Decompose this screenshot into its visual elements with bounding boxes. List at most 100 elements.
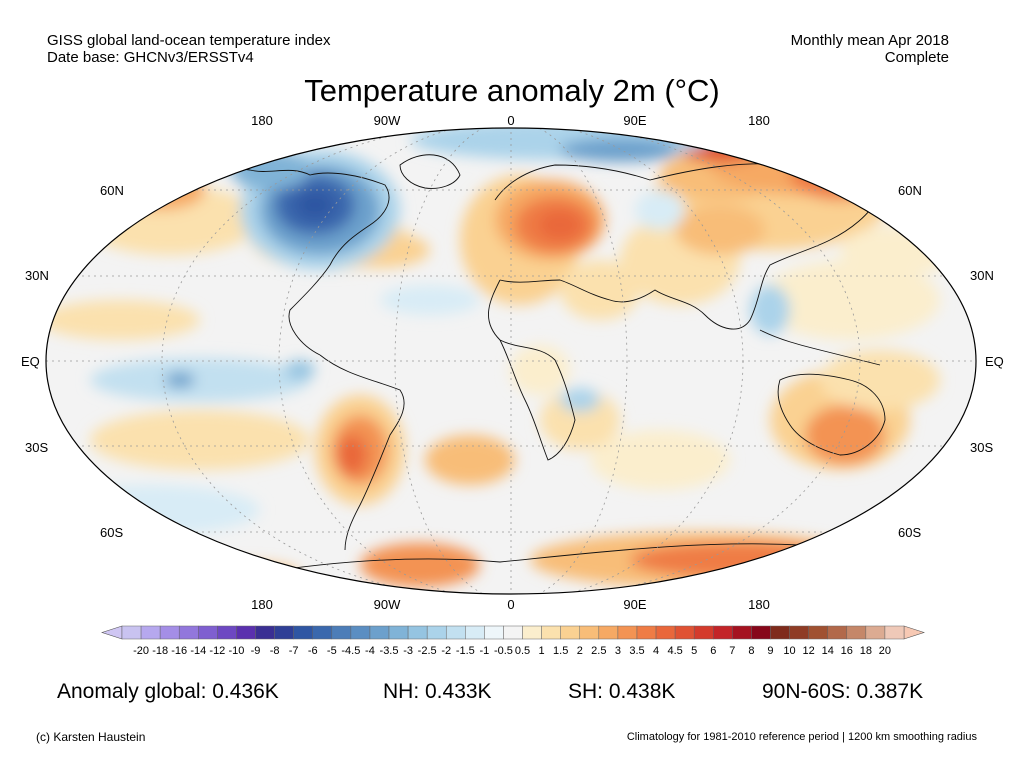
colorbar-swatch (808, 625, 828, 640)
sh-anomaly: SH: 0.438K (568, 680, 676, 703)
polar-anomaly: 90N-60S: 0.387K (762, 680, 924, 703)
lon-label-top-0: 0 (507, 113, 515, 128)
copyright: (c) Karsten Haustein (36, 730, 146, 744)
colorbar-tick-label: 7 (729, 645, 736, 657)
colorbar-tick-label: -16 (171, 645, 188, 657)
lat-label-left-60s: 60S (100, 525, 124, 540)
colorbar-swatch (693, 625, 714, 640)
colorbar-swatch (274, 625, 294, 640)
lon-label-top-90w: 90W (373, 113, 401, 128)
map-title: Temperature anomaly 2m (°C) (304, 73, 720, 108)
colorbar-tick-label: -2.5 (417, 645, 437, 657)
colorbar-tick-label: 5 (691, 645, 698, 657)
colorbar-tick-label: 16 (840, 645, 853, 657)
lat-label-right-30s: 30S (970, 440, 994, 455)
colorbar-swatch (713, 625, 733, 640)
colorbar-swatch (884, 625, 905, 640)
colorbar-tick-label: 3.5 (629, 645, 645, 657)
lat-label-right-eq: EQ (985, 354, 1004, 369)
colorbar-tick-label: -20 (133, 645, 150, 657)
colorbar-swatch (846, 625, 867, 640)
colorbar-tick-label: -18 (152, 645, 169, 657)
colorbar-swatch (293, 625, 313, 640)
colorbar-swatch (178, 625, 199, 640)
anomaly-field (46, 128, 960, 588)
lon-label-bottom-180w: 180 (251, 597, 273, 612)
colorbar-tick-label: -1 (479, 645, 490, 657)
lat-label-right-60s: 60S (898, 525, 922, 540)
colorbar-tick-label: 0.5 (514, 645, 531, 657)
colorbar-tick-label: -2 (441, 645, 452, 657)
lat-label-left-30n: 30N (25, 268, 49, 283)
dataset-title: GISS global land-ocean temperature index (47, 32, 331, 49)
colorbar-tick-label: 4.5 (667, 645, 683, 657)
colorbar-swatch (598, 625, 619, 640)
colorbar-swatch (465, 625, 485, 640)
colorbar-swatch (159, 625, 180, 640)
database-label: Date base: GHCNv3/ERSSTv4 (47, 49, 254, 66)
colorbar-left-arrow (101, 625, 123, 640)
colorbar-swatch (369, 625, 390, 640)
colorbar-tick-label: -9 (250, 645, 261, 657)
lat-label-right-60n: 60N (898, 183, 922, 198)
colorbar-tick-label: -7 (288, 645, 299, 657)
graticule (46, 128, 976, 594)
colorbar-swatch (541, 625, 561, 640)
colorbar-tick-label: -12 (209, 645, 226, 657)
nh-anomaly: NH: 0.433K (383, 680, 492, 703)
lon-label-top-180w: 180 (251, 113, 273, 128)
colorbar-swatch (789, 625, 809, 640)
colorbar-swatch (236, 625, 256, 640)
lon-label-bottom-90w: 90W (373, 597, 401, 612)
colorbar-swatch (388, 625, 409, 640)
colorbar-tick-label: -5 (326, 645, 337, 657)
colorbar-tick-label: 6 (710, 645, 717, 657)
colorbar-swatch (407, 625, 428, 640)
colorbar-tick-label: 8 (748, 645, 755, 657)
colorbar-tick-label: 3 (614, 645, 621, 657)
colorbar-swatch (865, 625, 886, 640)
colorbar-tick-label: 2.5 (591, 645, 607, 657)
colorbar-tick-label: 4 (652, 645, 660, 657)
colorbar-swatch (217, 625, 237, 640)
lon-label-bottom-0: 0 (507, 597, 515, 612)
colorbar-swatch (255, 625, 275, 640)
colorbar-swatch (751, 625, 771, 640)
lat-label-left-eq: EQ (21, 354, 40, 369)
colorbar-swatch (312, 625, 333, 640)
colorbar-swatch (121, 625, 142, 640)
colorbar-swatch (674, 625, 695, 640)
colorbar-swatch (636, 625, 657, 640)
global-anomaly: Anomaly global: 0.436K (57, 680, 279, 703)
colorbar-swatch (732, 625, 752, 640)
colorbar-swatch (445, 625, 466, 640)
colorbar-tick-label: 1 (538, 645, 545, 657)
colorbar-tick-label: 9 (767, 645, 774, 657)
lat-label-left-60n: 60N (100, 183, 124, 198)
colorbar-swatch (350, 625, 371, 640)
colorbar-tick-label: 14 (821, 645, 834, 657)
colorbar-swatch (198, 625, 218, 640)
colorbar-swatch (770, 625, 790, 640)
colorbar-swatch (331, 625, 352, 640)
lat-label-right-30n: 30N (970, 268, 994, 283)
colorbar-tick-label: -1.5 (455, 645, 475, 657)
colorbar-tick-label: 2 (576, 645, 583, 657)
lon-label-top-90e: 90E (623, 113, 647, 128)
colorbar-tick-label: -6 (307, 645, 318, 657)
colorbar-tick-label: -0.5 (493, 645, 513, 657)
map-border (45, 127, 977, 595)
colorbar-tick-label: -3 (403, 645, 413, 657)
colorbar-swatch (522, 625, 542, 640)
colorbar-tick-label: 12 (802, 645, 815, 657)
lat-label-left-30s: 30S (25, 440, 49, 455)
colorbar-swatch (484, 625, 504, 640)
colorbar-swatch (655, 625, 676, 640)
colorbar-swatch (503, 625, 523, 640)
colorbar-tick-label: 10 (783, 645, 796, 657)
colorbar-tick-label: 20 (878, 645, 892, 657)
colorbar-tick-label: 18 (859, 645, 872, 657)
period-label: Monthly mean Apr 2018 (790, 32, 949, 49)
